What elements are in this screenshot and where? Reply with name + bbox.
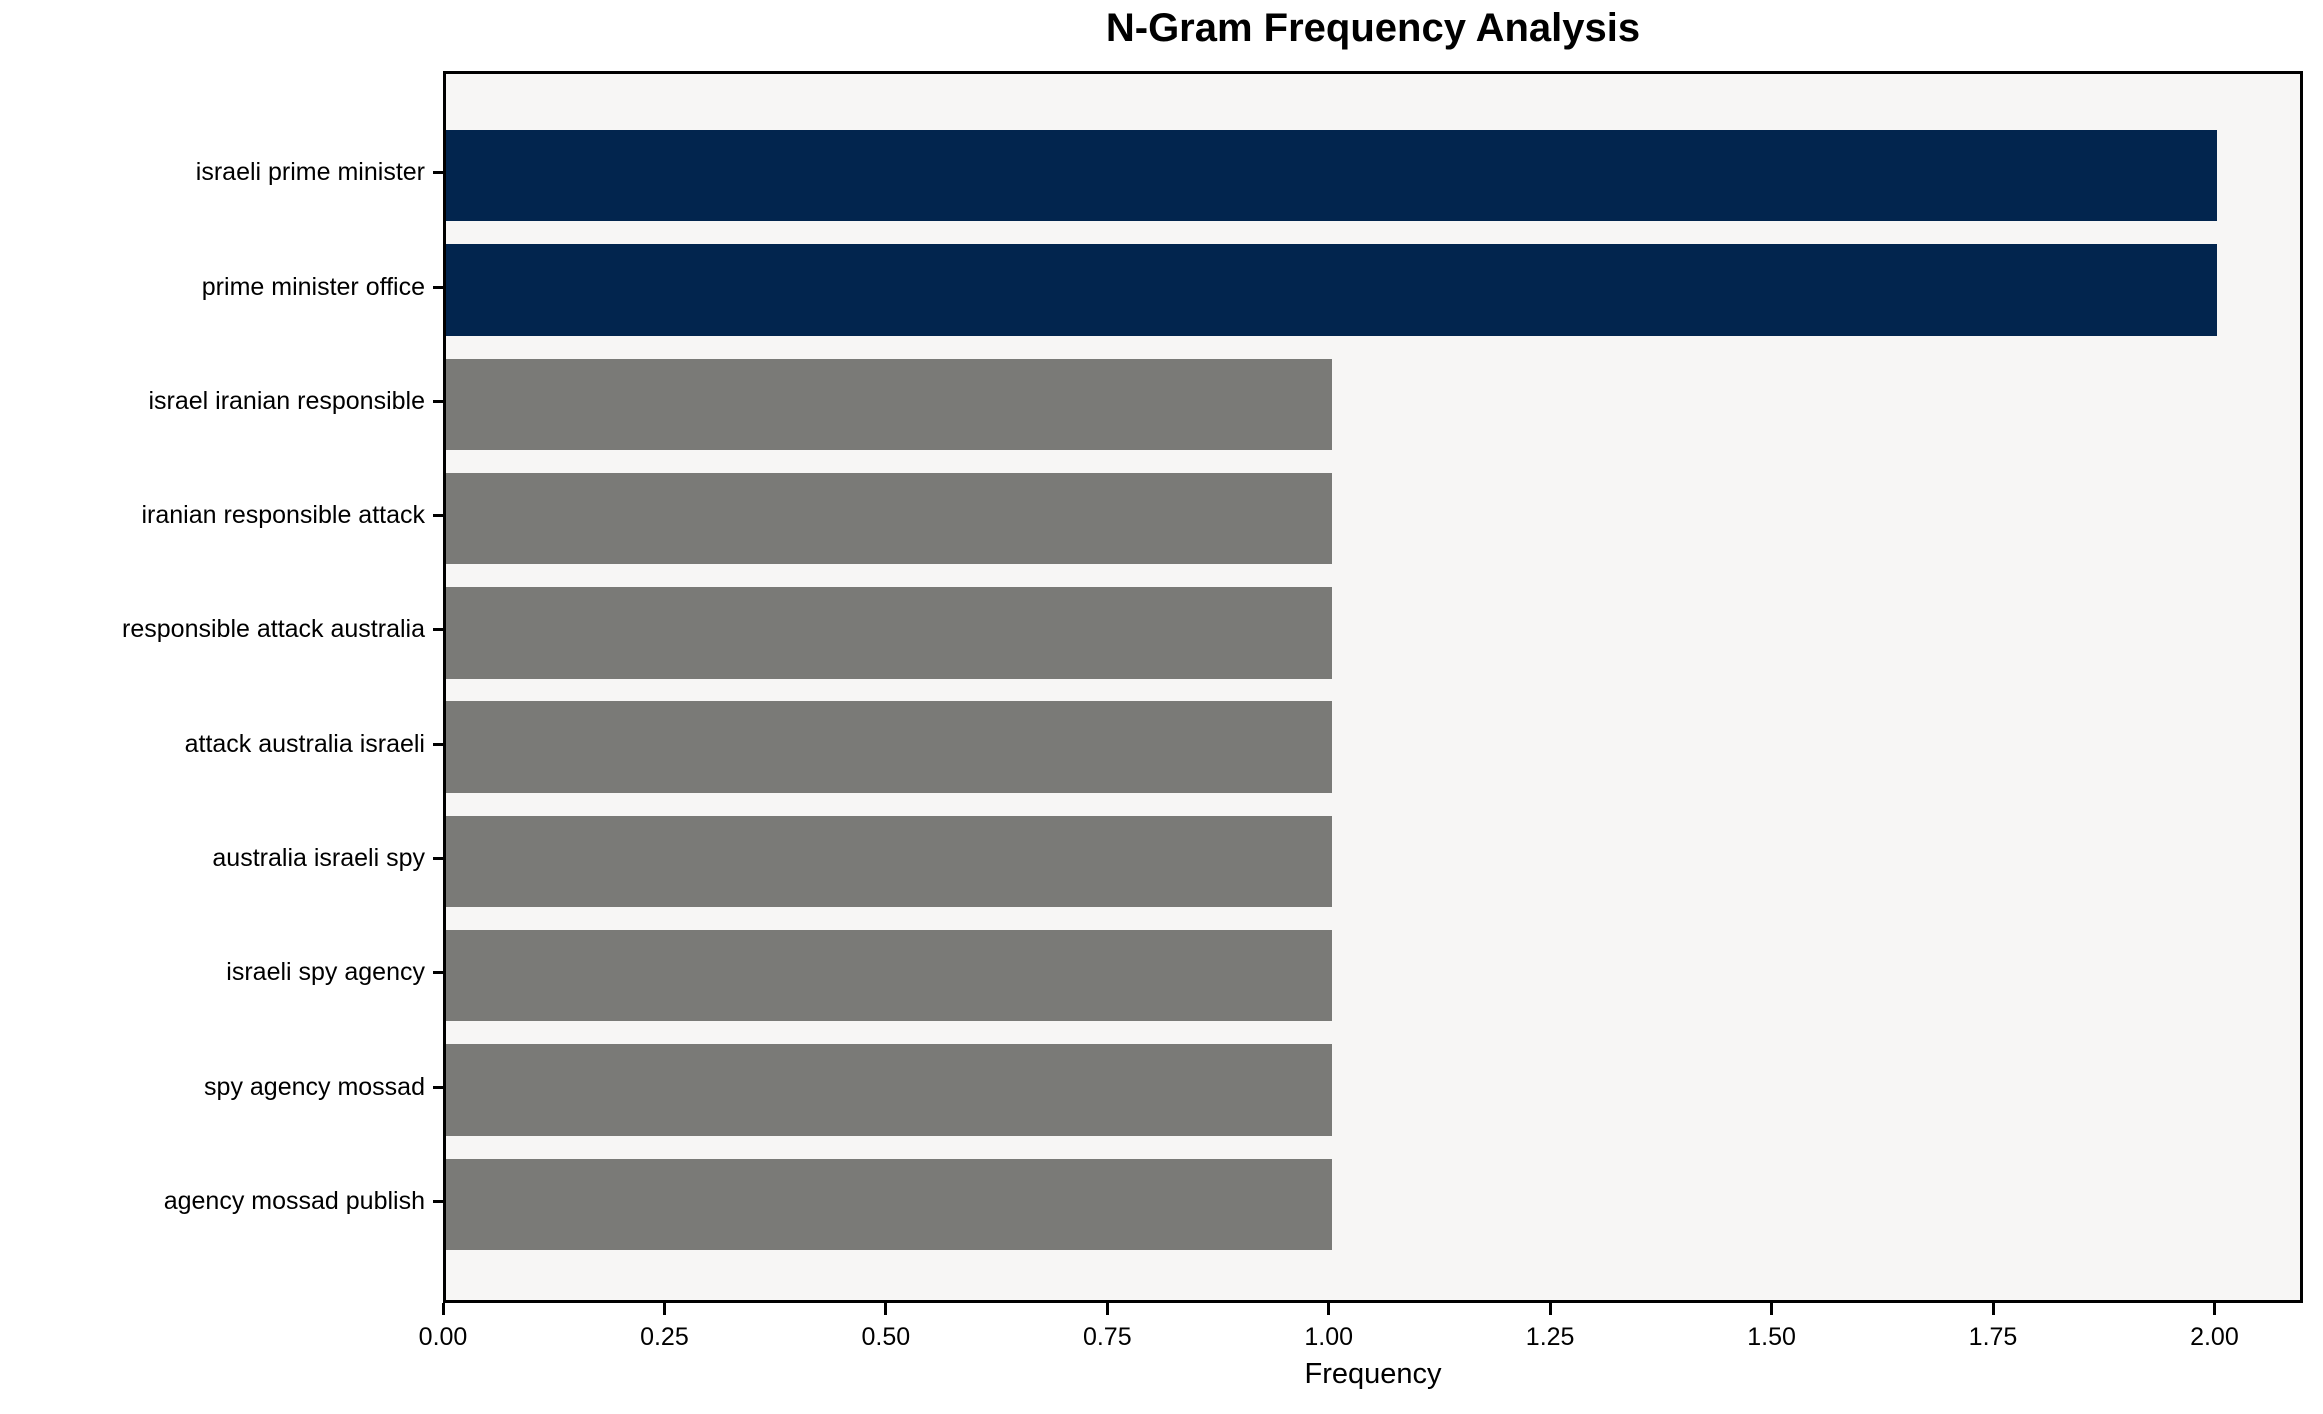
x-tick-mark — [2212, 1303, 2216, 1315]
y-tick-label: australia israeli spy — [212, 843, 425, 872]
x-tick-mark — [1770, 1303, 1774, 1315]
x-tick-label: 0.00 — [418, 1323, 468, 1351]
y-tick-mark — [433, 742, 443, 746]
bar — [446, 472, 1332, 565]
y-tick-label: israeli prime minister — [195, 158, 425, 187]
y-tick-label: iranian responsible attack — [141, 501, 426, 530]
x-tick-label: 2.00 — [2190, 1323, 2239, 1351]
y-tick-mark — [433, 1199, 443, 1203]
y-tick-label: attack australia israeli — [184, 729, 425, 758]
bar — [446, 130, 2218, 222]
chart-title: N-Gram Frequency Analysis — [1105, 6, 1641, 50]
y-tick-label: israeli spy agency — [226, 958, 425, 987]
y-tick-mark — [433, 285, 443, 289]
x-tick-mark — [1548, 1303, 1552, 1315]
x-tick-mark — [441, 1303, 445, 1315]
x-tick-label: 1.25 — [1525, 1323, 1575, 1351]
y-tick-label: israel iranian responsible — [148, 386, 425, 415]
x-tick-mark — [1105, 1303, 1109, 1315]
bar — [446, 358, 1332, 450]
x-tick-mark — [1991, 1303, 1995, 1315]
bar — [446, 930, 1332, 1022]
y-tick-mark — [433, 628, 443, 632]
y-tick-label: responsible attack australia — [122, 615, 425, 644]
y-tick-mark — [433, 1085, 443, 1089]
y-tick-label: spy agency mossad — [204, 1072, 425, 1101]
y-tick-mark — [433, 971, 443, 975]
x-tick-mark — [662, 1303, 666, 1315]
y-tick-mark — [433, 514, 443, 518]
x-tick-label: 0.75 — [1082, 1323, 1132, 1351]
x-tick-label: 1.75 — [1968, 1323, 2018, 1351]
y-tick-mark — [433, 171, 443, 175]
plot-area — [443, 71, 2303, 1303]
x-tick-label: 0.25 — [640, 1323, 689, 1351]
bar — [446, 1158, 1332, 1250]
bar — [446, 1044, 1332, 1136]
x-tick-label: 1.50 — [1747, 1323, 1796, 1351]
y-tick-mark — [433, 399, 443, 403]
bar — [446, 815, 1332, 908]
y-tick-label: agency mossad publish — [163, 1186, 425, 1215]
x-tick-label: 0.50 — [861, 1323, 911, 1351]
x-tick-mark — [884, 1303, 888, 1315]
bar — [446, 244, 2218, 336]
x-axis-label: Frequency — [1304, 1358, 1442, 1390]
bar — [446, 701, 1332, 793]
y-tick-label: prime minister office — [201, 272, 425, 301]
bar — [446, 587, 1332, 679]
x-tick-mark — [1327, 1303, 1331, 1315]
x-tick-label: 1.00 — [1304, 1323, 1354, 1351]
y-tick-mark — [433, 856, 443, 860]
